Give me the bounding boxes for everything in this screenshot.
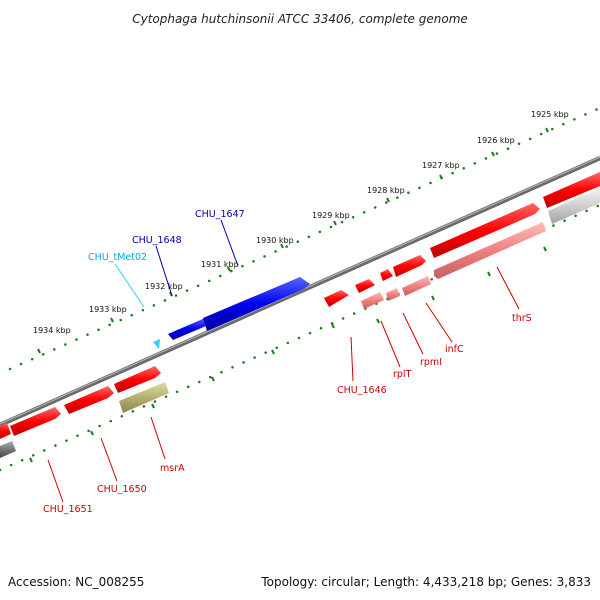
label-rplt: rplT — [393, 369, 412, 380]
label-msra: msrA — [160, 463, 185, 474]
lower-major-ticks — [29, 246, 547, 463]
scale-label-1926: 1926 kbp — [477, 136, 515, 145]
gene-left-edge[interactable] — [0, 423, 11, 439]
label-chu-tmet02: CHU_tMet02 — [88, 252, 147, 263]
gene-chu-1646[interactable] — [324, 290, 349, 307]
gene-rplt-top[interactable] — [355, 279, 375, 293]
gene-left-dark[interactable] — [0, 441, 16, 458]
label-thrs: thrS — [512, 313, 532, 324]
gene-thrs-top[interactable] — [430, 203, 540, 258]
right-forward-genes — [324, 172, 600, 307]
scale-label-1931: 1931 kbp — [201, 260, 239, 269]
label-chu-1647: CHU_1647 — [195, 209, 245, 220]
gene-chu-1647[interactable] — [203, 277, 310, 331]
accession-text: Accession: NC_008255 — [8, 575, 144, 589]
scale-label-1933: 1933 kbp — [89, 305, 127, 314]
gene-rpmi[interactable] — [386, 288, 400, 301]
scale-label-1932: 1932 kbp — [145, 282, 183, 291]
gene-chu-1648[interactable] — [168, 318, 206, 340]
scale-labels: 1925 kbp 1926 kbp 1927 kbp 1928 kbp 1929… — [33, 110, 569, 335]
scale-label-1927: 1927 kbp — [422, 161, 460, 170]
gene-chu-1651[interactable] — [10, 407, 61, 436]
map-title: Cytophaga hutchinsonii ATCC 33406, compl… — [132, 12, 468, 26]
gene-msra-top[interactable] — [114, 366, 161, 393]
gene-grey-right[interactable] — [548, 188, 600, 224]
scale-label-1934: 1934 kbp — [33, 326, 71, 335]
gene-labels: CHU_1647 CHU_1648 CHU_tMet02 CHU_1646 rp… — [43, 209, 532, 515]
gene-chu-tmet02[interactable] — [153, 339, 160, 349]
scale-label-1930: 1930 kbp — [256, 236, 294, 245]
left-genes — [0, 366, 169, 458]
gene-rpmi-top[interactable] — [380, 269, 393, 281]
gene-infc[interactable] — [393, 255, 426, 277]
gene-thrs[interactable] — [434, 222, 546, 279]
label-chu-1648: CHU_1648 — [132, 235, 182, 246]
gene-right-edge-top[interactable] — [543, 172, 600, 208]
forward-genes — [153, 277, 310, 349]
label-chu-1651: CHU_1651 — [43, 504, 93, 515]
label-chu-1650: CHU_1650 — [97, 484, 147, 495]
gene-msra[interactable] — [119, 382, 169, 413]
gene-rplt[interactable] — [361, 292, 384, 309]
label-infc: infC — [445, 344, 464, 355]
label-rpmi: rpmI — [420, 357, 442, 368]
scale-label-1928: 1928 kbp — [367, 186, 405, 195]
gene-chu-1650[interactable] — [64, 386, 114, 414]
label-leaders — [47, 219, 520, 503]
scale-label-1925: 1925 kbp — [531, 110, 569, 119]
label-chu-1646: CHU_1646 — [337, 385, 387, 396]
gene-infc-bottom[interactable] — [402, 276, 431, 296]
genome-summary-text: Topology: circular; Length: 4,433,218 bp… — [260, 575, 591, 589]
lower-tick-track — [0, 203, 600, 472]
right-reverse-genes — [361, 188, 600, 309]
scale-label-1929: 1929 kbp — [312, 211, 350, 220]
